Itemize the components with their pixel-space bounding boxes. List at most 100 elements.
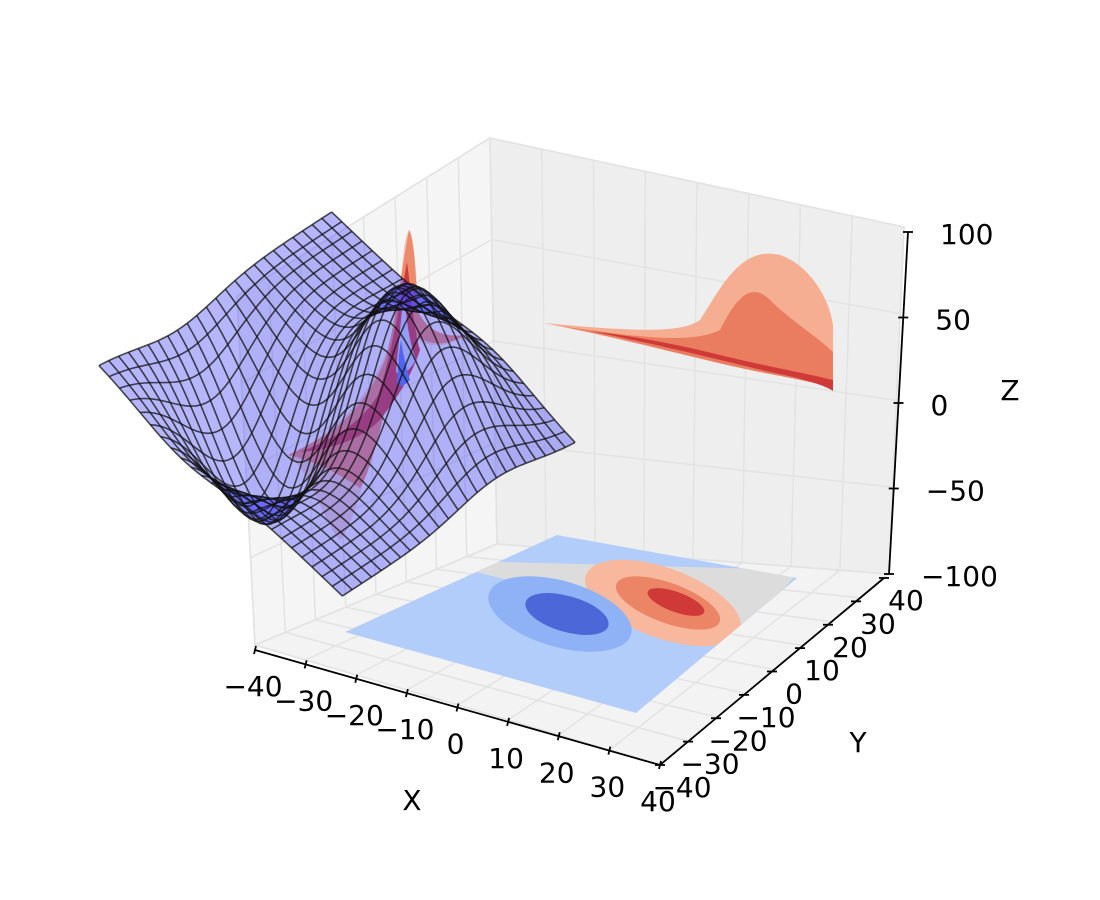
surface-face bbox=[180, 405, 202, 433]
surface-face bbox=[426, 441, 447, 476]
y-axis-tick-label: 30 bbox=[860, 607, 896, 640]
surface-face bbox=[473, 401, 495, 430]
grid-line bbox=[491, 238, 901, 315]
surface-face bbox=[177, 323, 198, 351]
surface-face bbox=[534, 422, 555, 439]
surface-face bbox=[129, 398, 151, 413]
surface-face bbox=[524, 409, 545, 425]
surface-face bbox=[316, 336, 336, 358]
surface-face bbox=[320, 480, 340, 494]
surface-face bbox=[168, 355, 190, 382]
y-axis-tick-label: −20 bbox=[708, 724, 767, 757]
surface-face bbox=[444, 415, 466, 452]
surface-face bbox=[307, 353, 327, 379]
surface-face bbox=[181, 458, 202, 472]
surface-face bbox=[503, 405, 525, 426]
grid-line bbox=[236, 137, 491, 297]
surface-face bbox=[288, 364, 308, 399]
surface-face bbox=[505, 445, 526, 468]
surface-face bbox=[310, 480, 330, 491]
surface-face bbox=[347, 403, 366, 430]
surface-face bbox=[383, 357, 403, 398]
surface-face bbox=[149, 398, 171, 419]
surface-face bbox=[160, 426, 182, 446]
surface-face bbox=[504, 425, 526, 446]
x-axis-tick-label: −40 bbox=[223, 670, 282, 703]
surface-face bbox=[411, 335, 432, 375]
wireframe-line bbox=[311, 401, 545, 568]
surface-face bbox=[439, 321, 461, 349]
surface-face bbox=[210, 392, 232, 430]
surface-face bbox=[344, 317, 364, 328]
wireframe-line bbox=[331, 211, 576, 444]
surface-face bbox=[169, 381, 191, 407]
surface-face bbox=[514, 425, 536, 444]
surface-face bbox=[337, 361, 354, 404]
z-axis-title: Z bbox=[1000, 374, 1019, 407]
y-axis-tick-label: −30 bbox=[680, 748, 739, 781]
x-axis-tick bbox=[405, 688, 409, 698]
surface-face bbox=[472, 336, 493, 350]
surface-face bbox=[299, 374, 318, 405]
surface-face bbox=[354, 345, 373, 381]
surface-face bbox=[373, 347, 392, 384]
surface-face bbox=[200, 400, 222, 434]
surface-face bbox=[329, 429, 348, 459]
surface-face bbox=[440, 346, 463, 379]
surface-face bbox=[535, 438, 556, 456]
surface-face bbox=[357, 433, 377, 463]
surface-face bbox=[545, 435, 566, 452]
surface-face bbox=[474, 429, 496, 458]
surface-face bbox=[138, 364, 160, 383]
surface-face bbox=[345, 334, 363, 375]
surface-face bbox=[450, 346, 473, 376]
grid-line bbox=[250, 441, 496, 559]
surface-face bbox=[431, 350, 453, 388]
x-axis-tick-label: 20 bbox=[539, 756, 575, 789]
surface-face bbox=[148, 362, 170, 383]
surface-face bbox=[362, 320, 381, 351]
x-axis-tick-label: −20 bbox=[325, 699, 384, 732]
surface-face bbox=[471, 354, 493, 385]
surface-face bbox=[523, 395, 545, 410]
surface-face bbox=[339, 471, 359, 491]
z-axis-tick-label: −50 bbox=[926, 475, 985, 508]
z-axis-tick-label: −100 bbox=[921, 560, 998, 593]
surface-face bbox=[465, 434, 486, 465]
surface-face bbox=[466, 464, 487, 493]
surface-face bbox=[229, 366, 250, 408]
surface-face bbox=[422, 359, 443, 401]
surface-face bbox=[140, 412, 161, 427]
surface-face bbox=[438, 493, 459, 519]
surface-face bbox=[271, 410, 291, 451]
surface-face bbox=[495, 448, 517, 473]
surface-face bbox=[365, 375, 384, 410]
surface-face bbox=[290, 398, 309, 433]
surface-face bbox=[320, 436, 338, 469]
surface-face bbox=[150, 424, 171, 440]
surface-face bbox=[338, 429, 357, 452]
surface-face bbox=[273, 450, 293, 486]
surface-face bbox=[453, 407, 475, 442]
surface-face bbox=[119, 369, 140, 386]
surface-face bbox=[410, 294, 431, 306]
surface-face bbox=[297, 345, 317, 375]
surface-face bbox=[336, 348, 354, 388]
surface-face bbox=[429, 321, 451, 351]
surface-face bbox=[187, 315, 208, 344]
surface-face bbox=[346, 374, 364, 410]
surface-face bbox=[372, 320, 391, 348]
wireframe-line bbox=[321, 217, 566, 448]
surface-face bbox=[160, 436, 182, 452]
surface-face bbox=[424, 400, 445, 442]
surface-face bbox=[170, 402, 192, 430]
surface-face bbox=[189, 373, 211, 405]
surface-face bbox=[318, 372, 337, 405]
x-axis-tick-label: 0 bbox=[447, 728, 465, 761]
surface-face bbox=[503, 377, 524, 396]
surface-face bbox=[482, 345, 504, 361]
surface-face bbox=[347, 429, 367, 455]
surface-face bbox=[179, 378, 201, 407]
x-axis-title: X bbox=[402, 784, 421, 817]
